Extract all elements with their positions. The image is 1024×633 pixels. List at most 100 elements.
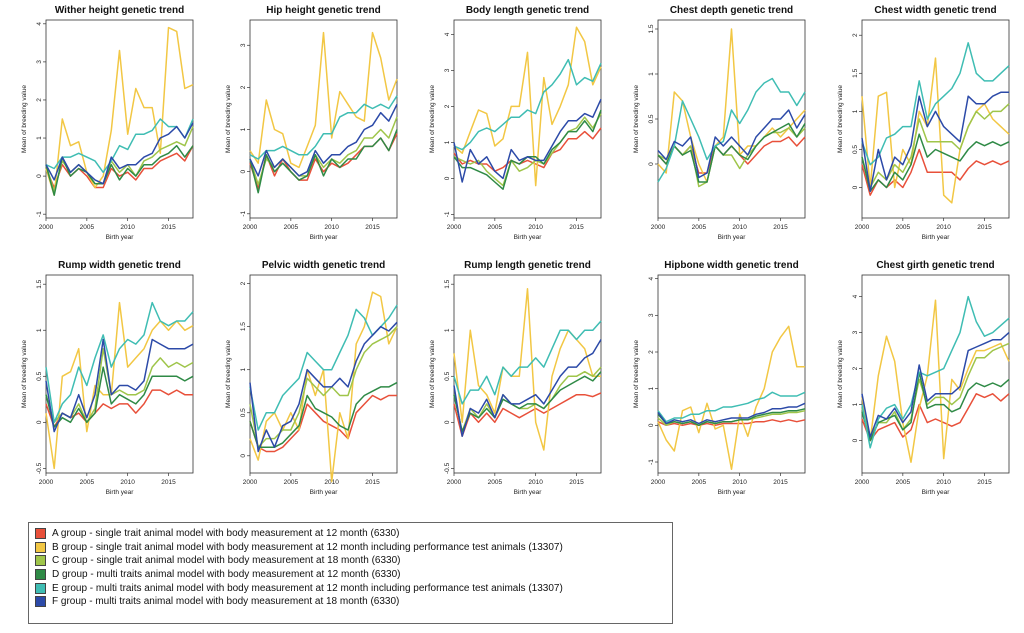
x-tick-label: 2000 [447, 479, 462, 486]
y-tick-label: 3 [240, 43, 247, 47]
hip-height-genetic-trend-chart: Hip height genetic trend 2000 2005 2010 2015… [225, 5, 398, 241]
legend-swatch-f [35, 596, 46, 608]
x-axis-label: Birth year [922, 489, 951, 496]
series-line-d [657, 122, 806, 183]
hip-height-genetic-trend-panel: Hip height genetic trend 2000 2005 2010 2015… [214, 0, 404, 250]
body-length-genetic-trend-panel: Body length genetic trend 2000 2005 2010 201… [418, 0, 608, 250]
x-tick-label: 2000 [39, 224, 54, 231]
x-tick-label: 2015 [773, 479, 788, 486]
y-tick-label: 4 [444, 32, 451, 36]
y-tick-label: 1.5 [240, 322, 247, 331]
y-tick-label: 0 [240, 169, 247, 173]
x-tick-label: 2005 [692, 224, 707, 231]
y-tick-label: 1 [240, 368, 247, 372]
series-line-e [453, 320, 602, 405]
y-tick-label: -1 [240, 211, 247, 217]
series-line-f [249, 103, 398, 177]
series-line-d [453, 371, 602, 433]
y-tick-label: 0.5 [36, 371, 43, 380]
legend: A group - single trait animal model with… [28, 522, 673, 624]
x-tick-label: 2000 [855, 224, 870, 231]
legend-swatch-c [35, 555, 46, 567]
x-tick-label: 2005 [284, 479, 299, 486]
y-tick-label: 1 [444, 328, 451, 332]
series-line-f [657, 402, 806, 425]
y-axis-label: Mean of breeding value [429, 85, 436, 153]
legend-label-b: B group - single trait animal model with… [52, 541, 563, 553]
x-axis-label: Birth year [106, 489, 135, 496]
legend-item-f: F group - multi traits animal model with… [35, 595, 666, 609]
x-tick-label: 2015 [569, 224, 584, 231]
legend-item-b: B group - single trait animal model with… [35, 541, 666, 555]
series-line-e [657, 77, 806, 183]
plot-frame [45, 274, 194, 474]
x-axis-label: Birth year [922, 234, 951, 241]
chart-title: Rump length genetic trend [464, 260, 591, 271]
x-tick-label: 2000 [243, 479, 258, 486]
series-line-b [861, 299, 1010, 463]
series-line-c [861, 103, 1010, 189]
y-tick-label: 1 [852, 109, 859, 113]
x-tick-label: 2005 [80, 224, 95, 231]
rump-length-genetic-trend-panel: Rump length genetic trend 2000 2005 2010 201… [418, 255, 608, 505]
legend-item-a: A group - single trait animal model with… [35, 527, 666, 541]
series-line-b [657, 28, 806, 183]
legend-label-c: C group - single trait animal model with… [52, 555, 401, 567]
y-axis-label: Mean of breeding value [837, 85, 844, 153]
y-tick-label: 2 [648, 350, 655, 354]
y-tick-label: 0.5 [648, 114, 655, 123]
x-axis-label: Birth year [718, 489, 747, 496]
series-line-b [45, 301, 194, 470]
series-line-d [861, 371, 1010, 442]
x-tick-label: 2015 [977, 479, 992, 486]
x-tick-label: 2010 [120, 479, 135, 486]
series-line-e [45, 301, 194, 424]
y-tick-label: 1 [36, 136, 43, 140]
chart-grid: Wither height genetic trend 2000 2005 2010 2… [10, 0, 1010, 505]
legend-swatch-e [35, 582, 46, 594]
y-tick-label: -0.5 [444, 462, 451, 474]
legend-item-e: E group - multi traits animal model with… [35, 581, 666, 595]
x-tick-label: 2015 [365, 479, 380, 486]
x-tick-label: 2005 [488, 479, 503, 486]
series-line-f [249, 321, 398, 453]
x-tick-label: 2010 [324, 479, 339, 486]
hipbone-width-genetic-trend-panel: Hipbone width genetic trend 2000 2005 2010 2… [622, 255, 812, 505]
series-line-b [453, 288, 601, 451]
y-tick-label: 0 [36, 420, 43, 424]
series-line-a [249, 394, 397, 453]
y-tick-label: -1 [444, 211, 451, 217]
x-tick-label: 2005 [896, 479, 911, 486]
plot-frame [249, 19, 398, 219]
series-line-f [861, 332, 1010, 438]
series-line-f [45, 338, 194, 433]
x-tick-label: 2015 [365, 224, 380, 231]
y-axis-label: Mean of breeding value [633, 85, 640, 153]
y-tick-label: 0 [444, 176, 451, 180]
x-tick-label: 2010 [936, 224, 951, 231]
series-line-a [453, 392, 602, 437]
series-line-f [861, 91, 1009, 193]
y-tick-label: -1 [36, 211, 43, 217]
y-axis-label: Mean of breeding value [633, 340, 640, 408]
y-tick-label: 0 [36, 174, 43, 178]
chart-title: Wither height genetic trend [55, 5, 184, 16]
y-axis-label: Mean of breeding value [21, 340, 28, 408]
y-tick-label: 2 [852, 33, 859, 37]
x-axis-label: Birth year [310, 489, 339, 496]
x-tick-label: 2015 [977, 224, 992, 231]
y-tick-label: 3 [444, 68, 451, 72]
rump-width-genetic-trend-panel: Rump width genetic trend 2000 2005 2010 2015… [10, 255, 200, 505]
chart-title: Chest girth genetic trend [876, 260, 994, 271]
series-line-c [453, 113, 602, 187]
y-tick-label: 4 [648, 276, 655, 280]
rump-length-genetic-trend-chart: Rump length genetic trend 2000 2005 2010 201… [429, 260, 602, 496]
series-line-e [861, 42, 1010, 166]
x-tick-label: 2015 [773, 224, 788, 231]
series-line-f [45, 122, 194, 185]
x-tick-label: 2000 [447, 224, 462, 231]
y-tick-label: 1 [36, 328, 43, 332]
plot-frame [453, 274, 602, 474]
series-line-b [657, 325, 805, 471]
